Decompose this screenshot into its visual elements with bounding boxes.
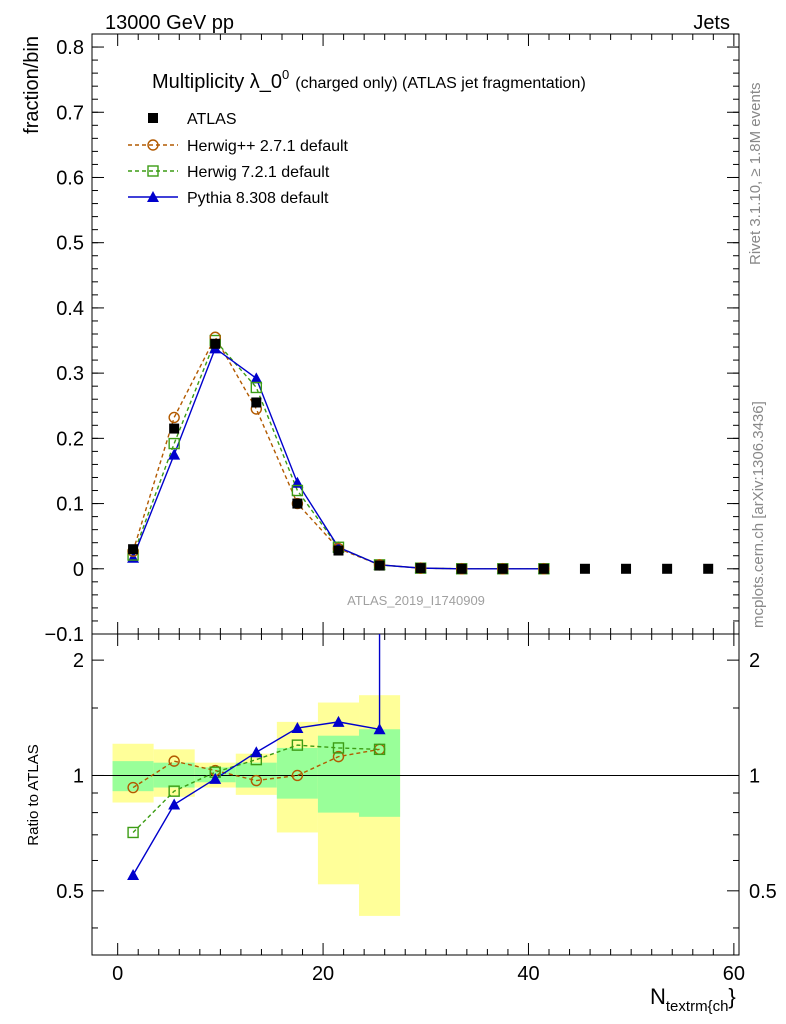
main-point-atlas xyxy=(456,563,467,574)
main-point-herwig7 xyxy=(250,381,263,394)
main-y-tick-label: −0.1 xyxy=(45,624,84,646)
uncertainty-band-inner xyxy=(359,729,401,817)
legend-marker-herwig7 xyxy=(147,165,159,177)
main-point-atlas xyxy=(703,563,714,574)
ratio-point-herwigpp xyxy=(127,781,139,794)
legend-label-atlas: ATLAS xyxy=(187,111,237,128)
x-axis-label-main: N xyxy=(650,984,666,1009)
analysis-watermark: ATLAS_2019_I1740909 xyxy=(347,593,485,608)
ratio-point-herwigpp xyxy=(332,750,345,763)
chart-title-suffix: (charged only) (ATLAS jet fragmentation) xyxy=(295,75,586,92)
legend-marker-atlas xyxy=(148,113,158,123)
main-point-atlas xyxy=(374,560,385,571)
x-axis-label-tail: } xyxy=(728,984,735,1009)
x-axis-label-subscript: textrm{ch xyxy=(666,998,729,1015)
x-tick-label: 40 xyxy=(517,963,539,985)
legend-label-pythia: Pythia 8.308 default xyxy=(187,190,329,207)
ratio-y-tick-label: 0.5 xyxy=(56,881,84,903)
ratio-y-tick-label: 1 xyxy=(73,765,84,787)
x-tick-label: 20 xyxy=(312,963,334,985)
ratio-y-tick-label-right: 1 xyxy=(749,765,760,787)
ratio-line-herwigpp xyxy=(132,748,380,789)
main-line-herwig7 xyxy=(132,339,544,570)
x-tick-label: 0 xyxy=(112,963,123,985)
ratio-point-pythia xyxy=(332,715,345,727)
main-y-tick-label: 0.6 xyxy=(56,167,84,189)
main-point-atlas xyxy=(497,563,508,574)
main-point-herwig7 xyxy=(291,484,304,497)
uncertainty-band-inner xyxy=(276,747,318,799)
main-point-atlas xyxy=(128,544,139,555)
ratio-point-herwigpp xyxy=(250,774,263,787)
ratio-point-pythia xyxy=(250,746,263,758)
mcplots-label: mcplots.cern.ch [arXiv:1306.3436] xyxy=(750,401,767,628)
ratio-point-herwig7 xyxy=(373,743,386,756)
main-point-herwigpp xyxy=(168,411,180,424)
main-point-atlas xyxy=(415,563,426,574)
legend: ATLAS Herwig++ 2.7.1 default Herwig 7.2.1 … xyxy=(128,111,349,207)
x-axis-label: Ntextrm{ch} xyxy=(650,984,736,1015)
legend-marker-pythia xyxy=(147,191,159,202)
main-point-atlas xyxy=(538,563,549,574)
main-point-atlas xyxy=(333,545,344,556)
chart-title-superscript: 0 xyxy=(282,67,289,82)
ratio-point-herwigpp xyxy=(291,769,304,782)
uncertainty-band-inner xyxy=(112,761,154,792)
main-y-tick-label: 0.7 xyxy=(56,102,84,124)
ratio-point-herwig7 xyxy=(127,826,139,839)
main-point-atlas xyxy=(579,563,590,574)
main-line-pythia xyxy=(132,347,544,570)
main-point-atlas xyxy=(210,338,221,349)
x-tick-label: 60 xyxy=(723,963,745,985)
ratio-point-herwig7 xyxy=(168,785,180,797)
main-y-tick-label: 0.3 xyxy=(56,363,84,385)
ratio-point-pythia xyxy=(291,722,304,734)
main-y-tick-label: 0.1 xyxy=(56,494,84,516)
ratio-y-tick-label-right: 0.5 xyxy=(749,881,777,903)
header-left: 13000 GeV pp xyxy=(105,12,234,34)
chart-title-main: Multiplicity λ_0 xyxy=(152,71,282,93)
main-point-atlas xyxy=(621,563,632,574)
ratio-plot-frame xyxy=(91,633,740,956)
main-point-atlas xyxy=(251,397,262,408)
header-right: Jets xyxy=(693,12,730,34)
ratio-point-pythia xyxy=(127,868,140,880)
ratio-plot-panel: 0.5 0.51 12 20 20 40 60 xyxy=(56,633,777,985)
chart-title: Multiplicity λ_00 (charged only) (ATLAS j… xyxy=(152,67,586,93)
main-point-herwig7 xyxy=(168,437,180,450)
ratio-point-pythia xyxy=(209,772,222,784)
main-point-pythia xyxy=(250,372,263,384)
ratio-y-axis-label: Ratio to ATLAS xyxy=(25,744,42,845)
main-plot-panel: −0.1 0 0.1 0.2 0.3 0.4 0.5 0.6 0.7 0.8 xyxy=(45,33,740,646)
main-y-tick-label: 0.5 xyxy=(56,233,84,255)
main-y-tick-label: 0.4 xyxy=(56,298,84,320)
legend-marker-herwigpp xyxy=(147,139,159,151)
main-point-pythia xyxy=(168,448,181,460)
main-y-tick-label: 0.2 xyxy=(56,428,84,450)
main-y-tick-label: 0.8 xyxy=(56,37,84,59)
ratio-point-pythia xyxy=(168,798,181,810)
rivet-version-label: Rivet 3.1.10, ≥ 1.8M events xyxy=(747,83,764,266)
ratio-point-pythia xyxy=(373,723,386,735)
ratio-line-herwig7 xyxy=(132,744,380,833)
ratio-point-herwigpp xyxy=(168,755,180,767)
main-y-axis-label: fraction/bin xyxy=(21,36,43,134)
ratio-y-tick-label-right: 2 xyxy=(749,650,760,672)
legend-label-herwigpp: Herwig++ 2.7.1 default xyxy=(187,138,349,155)
legend-label-herwig7: Herwig 7.2.1 default xyxy=(187,164,330,181)
main-point-atlas xyxy=(662,563,673,574)
main-point-atlas xyxy=(292,498,303,509)
main-y-tick-label: 0 xyxy=(73,559,84,581)
ratio-point-herwig7 xyxy=(291,739,304,751)
ratio-point-herwig7 xyxy=(332,742,345,754)
ratio-y-tick-label: 2 xyxy=(73,650,84,672)
main-point-atlas xyxy=(169,423,180,434)
main-line-herwigpp xyxy=(132,335,544,570)
